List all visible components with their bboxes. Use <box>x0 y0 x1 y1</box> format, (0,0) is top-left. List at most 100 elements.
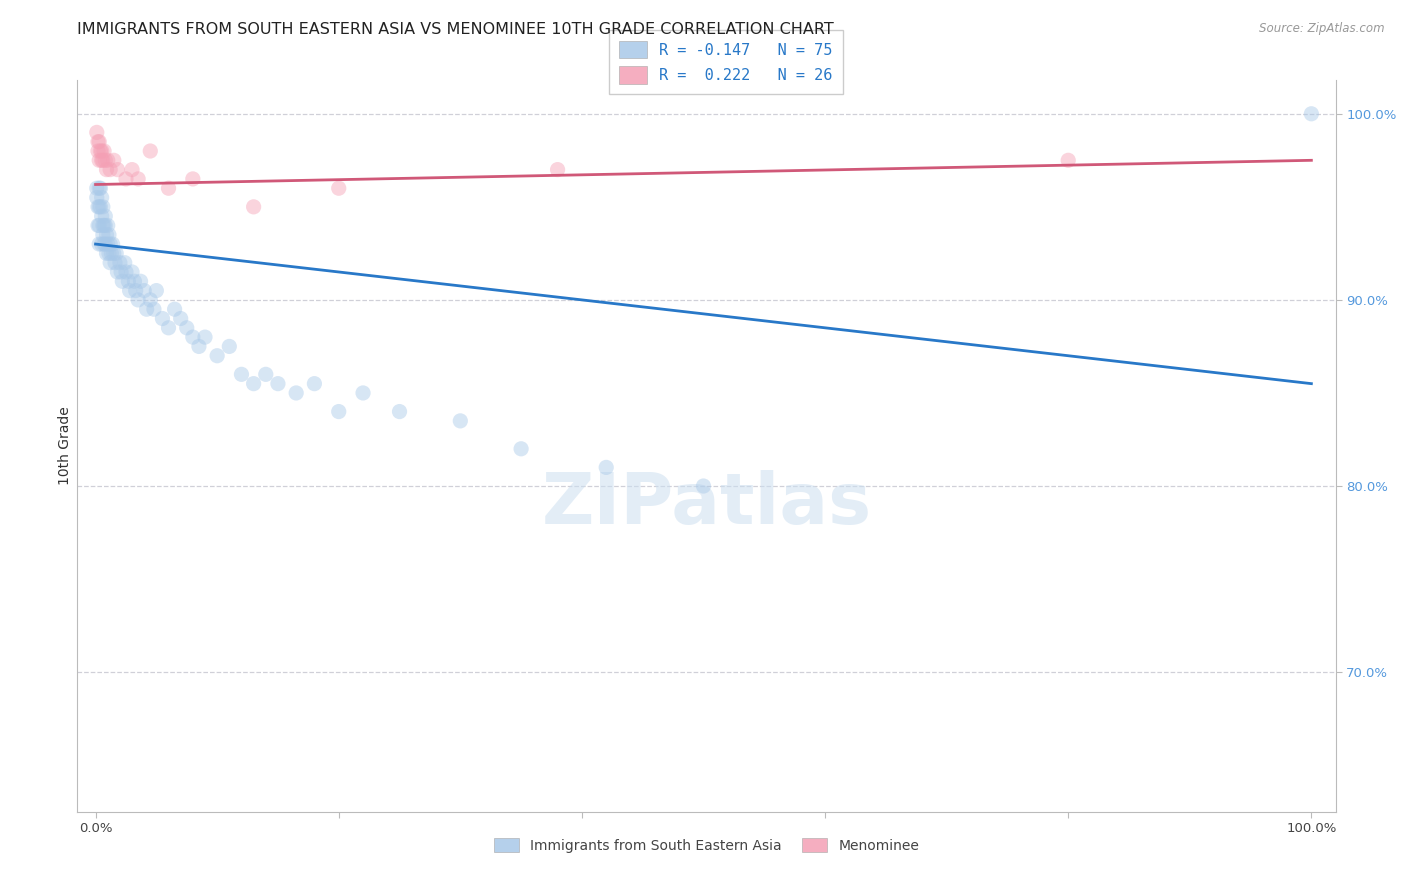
Point <box>242 200 264 214</box>
Point <box>328 181 350 195</box>
Point <box>142 302 165 317</box>
Point <box>145 284 167 298</box>
Point <box>121 265 143 279</box>
Point <box>89 181 111 195</box>
Text: IMMIGRANTS FROM SOUTH EASTERN ASIA VS MENOMINEE 10TH GRADE CORRELATION CHART: IMMIGRANTS FROM SOUTH EASTERN ASIA VS ME… <box>77 22 834 37</box>
Point <box>187 339 209 353</box>
Point <box>93 237 115 252</box>
Point <box>91 200 114 214</box>
Point <box>157 321 180 335</box>
Point <box>115 172 138 186</box>
Point <box>121 162 143 177</box>
Legend: Immigrants from South Eastern Asia, Menominee: Immigrants from South Eastern Asia, Meno… <box>486 831 927 860</box>
Point <box>328 404 350 418</box>
Point <box>91 219 114 233</box>
Point <box>139 293 162 307</box>
Point <box>100 246 122 260</box>
Point <box>89 144 111 158</box>
Point <box>96 246 118 260</box>
Point <box>101 237 124 252</box>
Point <box>218 339 240 353</box>
Point <box>97 246 120 260</box>
Point <box>87 144 110 158</box>
Text: Source: ZipAtlas.com: Source: ZipAtlas.com <box>1260 22 1385 36</box>
Point <box>108 255 131 269</box>
Point <box>93 219 115 233</box>
Point <box>89 237 111 252</box>
Point <box>91 227 114 242</box>
Point <box>139 144 162 158</box>
Text: ZIPatlas: ZIPatlas <box>541 470 872 539</box>
Point <box>94 219 117 233</box>
Point <box>89 200 111 214</box>
Point <box>86 125 108 139</box>
Point <box>103 153 125 168</box>
Point <box>89 219 111 233</box>
Point <box>129 274 152 288</box>
Point <box>96 162 118 177</box>
Point <box>181 330 204 344</box>
Point <box>90 237 112 252</box>
Point <box>118 284 141 298</box>
Point <box>103 246 125 260</box>
Point <box>510 442 533 456</box>
Point <box>98 162 121 177</box>
Point <box>110 265 132 279</box>
Point <box>242 376 264 391</box>
Point <box>94 209 117 223</box>
Point <box>194 330 217 344</box>
Point <box>97 153 120 168</box>
Point <box>254 368 277 382</box>
Point <box>170 311 193 326</box>
Point <box>93 144 115 158</box>
Point <box>87 135 110 149</box>
Point <box>90 190 112 204</box>
Point <box>152 311 174 326</box>
Point <box>205 349 228 363</box>
Point <box>97 227 120 242</box>
Point <box>89 181 111 195</box>
Point <box>104 255 127 269</box>
Point <box>115 265 138 279</box>
Point <box>91 153 114 168</box>
Y-axis label: 10th Grade: 10th Grade <box>58 407 72 485</box>
Point <box>163 302 186 317</box>
Point <box>86 190 108 204</box>
Point <box>87 200 110 214</box>
Point <box>135 302 157 317</box>
Point <box>90 209 112 223</box>
Point <box>134 284 156 298</box>
Point <box>1057 153 1080 168</box>
Point <box>127 293 149 307</box>
Point <box>127 172 149 186</box>
Point <box>181 172 204 186</box>
Point <box>89 200 111 214</box>
Point <box>124 274 146 288</box>
Point <box>231 368 253 382</box>
Point <box>94 237 117 252</box>
Point <box>87 219 110 233</box>
Point <box>90 144 112 158</box>
Point <box>107 162 129 177</box>
Point <box>449 414 471 428</box>
Point <box>98 255 121 269</box>
Point <box>125 284 148 298</box>
Point <box>114 255 136 269</box>
Point <box>352 386 374 401</box>
Point <box>89 153 111 168</box>
Point <box>97 219 120 233</box>
Point <box>107 265 129 279</box>
Point <box>304 376 326 391</box>
Point <box>105 246 128 260</box>
Point <box>1301 107 1323 121</box>
Point <box>595 460 617 475</box>
Point <box>111 274 134 288</box>
Point <box>285 386 308 401</box>
Point <box>176 321 198 335</box>
Point <box>97 237 120 252</box>
Point <box>96 227 118 242</box>
Point <box>89 135 111 149</box>
Point <box>547 162 569 177</box>
Point <box>98 237 121 252</box>
Point <box>157 181 180 195</box>
